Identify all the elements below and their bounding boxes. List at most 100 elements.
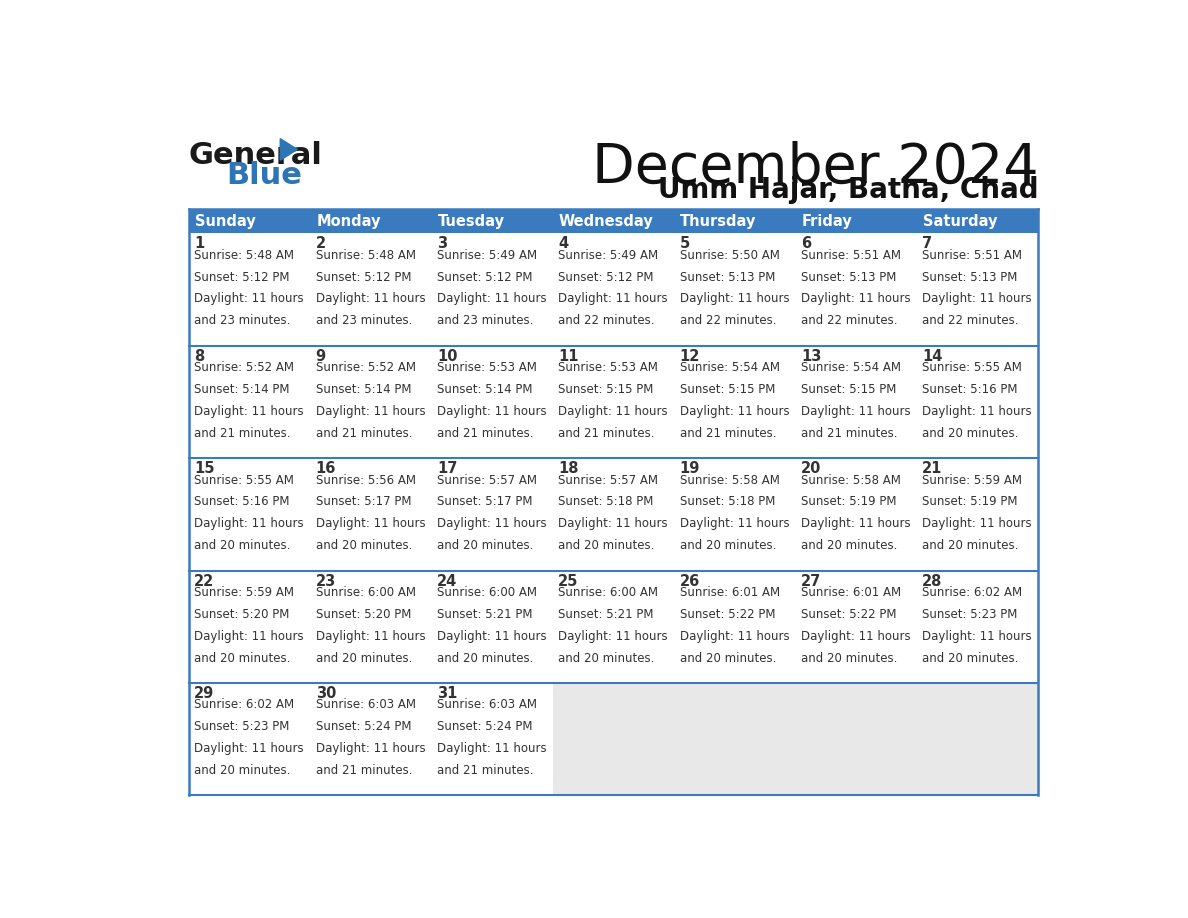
Text: December 2024: December 2024 bbox=[592, 141, 1038, 195]
Text: Daylight: 11 hours: Daylight: 11 hours bbox=[558, 630, 668, 643]
Text: 16: 16 bbox=[316, 461, 336, 476]
Text: Sunset: 5:20 PM: Sunset: 5:20 PM bbox=[194, 608, 290, 621]
Text: 20: 20 bbox=[801, 461, 821, 476]
Text: and 20 minutes.: and 20 minutes. bbox=[194, 539, 291, 552]
Text: Daylight: 11 hours: Daylight: 11 hours bbox=[437, 742, 546, 756]
Text: and 23 minutes.: and 23 minutes. bbox=[194, 314, 291, 328]
Text: and 20 minutes.: and 20 minutes. bbox=[801, 652, 897, 665]
Text: Sunset: 5:18 PM: Sunset: 5:18 PM bbox=[680, 496, 775, 509]
Text: Sunday: Sunday bbox=[195, 214, 255, 229]
Text: Daylight: 11 hours: Daylight: 11 hours bbox=[922, 405, 1032, 418]
Text: Daylight: 11 hours: Daylight: 11 hours bbox=[680, 293, 789, 306]
Text: Daylight: 11 hours: Daylight: 11 hours bbox=[194, 405, 304, 418]
Text: Sunrise: 5:55 AM: Sunrise: 5:55 AM bbox=[922, 361, 1022, 375]
Bar bbox=[189, 233, 1038, 346]
Text: Sunrise: 6:00 AM: Sunrise: 6:00 AM bbox=[316, 586, 416, 599]
Text: Daylight: 11 hours: Daylight: 11 hours bbox=[680, 405, 789, 418]
Text: Sunset: 5:21 PM: Sunset: 5:21 PM bbox=[437, 608, 532, 621]
Text: 27: 27 bbox=[801, 574, 821, 588]
Text: and 20 minutes.: and 20 minutes. bbox=[194, 764, 291, 777]
Text: 7: 7 bbox=[922, 237, 933, 252]
Text: and 21 minutes.: and 21 minutes. bbox=[437, 427, 533, 440]
Text: and 20 minutes.: and 20 minutes. bbox=[801, 539, 897, 552]
Text: Wednesday: Wednesday bbox=[560, 214, 653, 229]
Text: and 20 minutes.: and 20 minutes. bbox=[316, 539, 412, 552]
Text: Sunrise: 5:53 AM: Sunrise: 5:53 AM bbox=[437, 361, 537, 375]
Bar bbox=[917, 683, 1038, 796]
Text: 25: 25 bbox=[558, 574, 579, 588]
Text: Saturday: Saturday bbox=[923, 214, 998, 229]
Text: Daylight: 11 hours: Daylight: 11 hours bbox=[680, 518, 789, 531]
Text: Daylight: 11 hours: Daylight: 11 hours bbox=[437, 293, 546, 306]
Text: Umm Hajar, Batha, Chad: Umm Hajar, Batha, Chad bbox=[658, 176, 1038, 205]
Text: Daylight: 11 hours: Daylight: 11 hours bbox=[437, 630, 546, 643]
Text: Monday: Monday bbox=[316, 214, 381, 229]
Text: Sunset: 5:23 PM: Sunset: 5:23 PM bbox=[194, 721, 290, 733]
Text: and 21 minutes.: and 21 minutes. bbox=[316, 764, 412, 777]
Bar bbox=[552, 683, 674, 796]
Text: Daylight: 11 hours: Daylight: 11 hours bbox=[922, 518, 1032, 531]
Text: Sunrise: 5:51 AM: Sunrise: 5:51 AM bbox=[801, 249, 901, 262]
Text: Sunset: 5:14 PM: Sunset: 5:14 PM bbox=[194, 383, 290, 396]
Text: 17: 17 bbox=[437, 461, 457, 476]
Text: Daylight: 11 hours: Daylight: 11 hours bbox=[194, 293, 304, 306]
Text: Sunrise: 5:52 AM: Sunrise: 5:52 AM bbox=[316, 361, 416, 375]
Text: 28: 28 bbox=[922, 574, 942, 588]
Text: Sunrise: 5:49 AM: Sunrise: 5:49 AM bbox=[558, 249, 658, 262]
Text: Sunrise: 6:03 AM: Sunrise: 6:03 AM bbox=[316, 699, 416, 711]
Text: Sunset: 5:12 PM: Sunset: 5:12 PM bbox=[194, 271, 290, 284]
Text: 23: 23 bbox=[316, 574, 336, 588]
Text: and 21 minutes.: and 21 minutes. bbox=[316, 427, 412, 440]
Text: Daylight: 11 hours: Daylight: 11 hours bbox=[558, 518, 668, 531]
Text: 22: 22 bbox=[194, 574, 215, 588]
Text: 12: 12 bbox=[680, 349, 700, 364]
Text: Sunrise: 6:01 AM: Sunrise: 6:01 AM bbox=[801, 586, 901, 599]
Text: Sunset: 5:24 PM: Sunset: 5:24 PM bbox=[437, 721, 532, 733]
Text: 21: 21 bbox=[922, 461, 942, 476]
Text: Sunset: 5:15 PM: Sunset: 5:15 PM bbox=[558, 383, 653, 396]
Text: Sunset: 5:22 PM: Sunset: 5:22 PM bbox=[801, 608, 897, 621]
Bar bbox=[796, 683, 917, 796]
Text: and 20 minutes.: and 20 minutes. bbox=[558, 652, 655, 665]
Text: Sunset: 5:19 PM: Sunset: 5:19 PM bbox=[922, 496, 1018, 509]
Text: and 20 minutes.: and 20 minutes. bbox=[922, 427, 1018, 440]
Text: Sunset: 5:13 PM: Sunset: 5:13 PM bbox=[922, 271, 1018, 284]
Text: Sunrise: 5:54 AM: Sunrise: 5:54 AM bbox=[801, 361, 901, 375]
Text: and 21 minutes.: and 21 minutes. bbox=[437, 764, 533, 777]
Text: Daylight: 11 hours: Daylight: 11 hours bbox=[316, 742, 425, 756]
Text: Daylight: 11 hours: Daylight: 11 hours bbox=[316, 630, 425, 643]
Bar bbox=[189, 683, 1038, 796]
Text: and 20 minutes.: and 20 minutes. bbox=[680, 539, 776, 552]
Text: 31: 31 bbox=[437, 686, 457, 701]
Text: Sunrise: 6:00 AM: Sunrise: 6:00 AM bbox=[437, 586, 537, 599]
Text: and 20 minutes.: and 20 minutes. bbox=[680, 652, 776, 665]
Text: Daylight: 11 hours: Daylight: 11 hours bbox=[194, 630, 304, 643]
Text: Daylight: 11 hours: Daylight: 11 hours bbox=[558, 405, 668, 418]
Text: and 23 minutes.: and 23 minutes. bbox=[316, 314, 412, 328]
Text: Daylight: 11 hours: Daylight: 11 hours bbox=[437, 405, 546, 418]
Text: Sunset: 5:17 PM: Sunset: 5:17 PM bbox=[316, 496, 411, 509]
Text: and 21 minutes.: and 21 minutes. bbox=[558, 427, 655, 440]
Text: Sunset: 5:18 PM: Sunset: 5:18 PM bbox=[558, 496, 653, 509]
Text: and 20 minutes.: and 20 minutes. bbox=[194, 652, 291, 665]
Text: Sunset: 5:22 PM: Sunset: 5:22 PM bbox=[680, 608, 775, 621]
Text: Sunrise: 5:57 AM: Sunrise: 5:57 AM bbox=[558, 474, 658, 487]
Text: 10: 10 bbox=[437, 349, 457, 364]
Text: 14: 14 bbox=[922, 349, 942, 364]
Text: Daylight: 11 hours: Daylight: 11 hours bbox=[801, 405, 910, 418]
Text: Sunset: 5:20 PM: Sunset: 5:20 PM bbox=[316, 608, 411, 621]
Text: Sunset: 5:13 PM: Sunset: 5:13 PM bbox=[801, 271, 896, 284]
Text: 29: 29 bbox=[194, 686, 215, 701]
Text: Daylight: 11 hours: Daylight: 11 hours bbox=[316, 293, 425, 306]
Text: Sunrise: 5:59 AM: Sunrise: 5:59 AM bbox=[194, 586, 295, 599]
Text: Sunrise: 5:55 AM: Sunrise: 5:55 AM bbox=[194, 474, 295, 487]
Text: Daylight: 11 hours: Daylight: 11 hours bbox=[558, 293, 668, 306]
Text: and 21 minutes.: and 21 minutes. bbox=[194, 427, 291, 440]
Text: 3: 3 bbox=[437, 237, 447, 252]
Text: Sunrise: 5:58 AM: Sunrise: 5:58 AM bbox=[680, 474, 779, 487]
Bar bbox=[189, 571, 1038, 683]
Text: Daylight: 11 hours: Daylight: 11 hours bbox=[801, 630, 910, 643]
Text: 24: 24 bbox=[437, 574, 457, 588]
Text: and 21 minutes.: and 21 minutes. bbox=[680, 427, 776, 440]
Text: 13: 13 bbox=[801, 349, 821, 364]
